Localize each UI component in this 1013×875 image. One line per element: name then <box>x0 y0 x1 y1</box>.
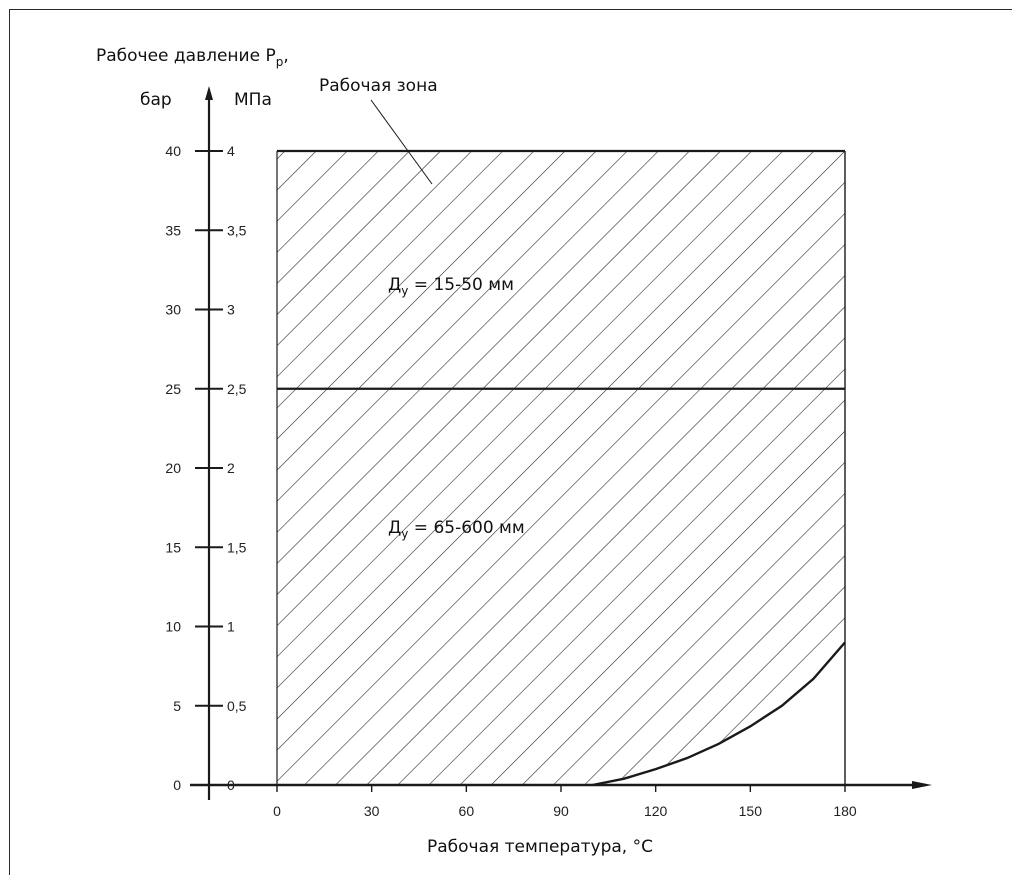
y-tick-label-bar: 0 <box>173 777 181 793</box>
x-tick-label: 150 <box>739 803 763 819</box>
y-unit-mpa: МПа <box>234 90 272 110</box>
x-tick-label: 60 <box>459 803 475 819</box>
y-tick-label-bar: 35 <box>165 222 181 238</box>
y-tick-label-bar: 15 <box>165 539 181 555</box>
y-ticks: 0 0 5 0,5 10 1 15 1,5 20 2 25 2,5 30 3 35 3,5 40 4 <box>165 143 246 793</box>
y-tick-label-bar: 25 <box>165 381 181 397</box>
y-tick-label-mpa: 3,5 <box>227 222 247 238</box>
y-tick-label-mpa: 2 <box>227 460 235 476</box>
y-tick-label-mpa: 3 <box>227 302 235 318</box>
region-label-large: Ду = 65-600 мм <box>388 518 525 541</box>
y-tick-label-mpa: 2,5 <box>227 381 247 397</box>
x-axis-title: Рабочая температура, °C <box>427 837 653 857</box>
figure-frame <box>9 9 1012 875</box>
x-tick-label: 180 <box>833 803 857 819</box>
y-tick-label-mpa: 1,5 <box>227 539 247 555</box>
y-tick-label-bar: 20 <box>165 460 181 476</box>
x-tick-label: 0 <box>273 803 281 819</box>
y-tick-label-bar: 40 <box>165 143 181 159</box>
y-axis-arrow <box>205 86 213 100</box>
y-unit-bar: бар <box>140 90 172 110</box>
y-tick-label-bar: 10 <box>165 619 181 635</box>
y-axis-title: Рабочее давление Pp, <box>96 46 289 69</box>
y-tick-label-mpa: 0,5 <box>227 698 247 714</box>
x-tick-label: 120 <box>644 803 668 819</box>
y-tick-label-bar: 5 <box>173 698 181 714</box>
x-ticks: 0 30 60 90 120 150 180 <box>273 785 857 819</box>
x-axis-arrow <box>912 781 932 789</box>
excluded-boundary-curve <box>592 641 846 787</box>
x-tick-label: 30 <box>364 803 380 819</box>
x-tick-label: 90 <box>553 803 569 819</box>
y-tick-label-mpa: 0 <box>227 777 235 793</box>
y-tick-label-bar: 30 <box>165 302 181 318</box>
y-tick-label-mpa: 1 <box>227 619 235 635</box>
zone-leader-line <box>370 99 433 185</box>
y-tick-label-mpa: 4 <box>227 143 235 159</box>
working-zone-hatch <box>277 151 845 785</box>
region-label-small: Ду = 15-50 мм <box>388 275 514 298</box>
zone-label: Рабочая зона <box>319 76 438 96</box>
